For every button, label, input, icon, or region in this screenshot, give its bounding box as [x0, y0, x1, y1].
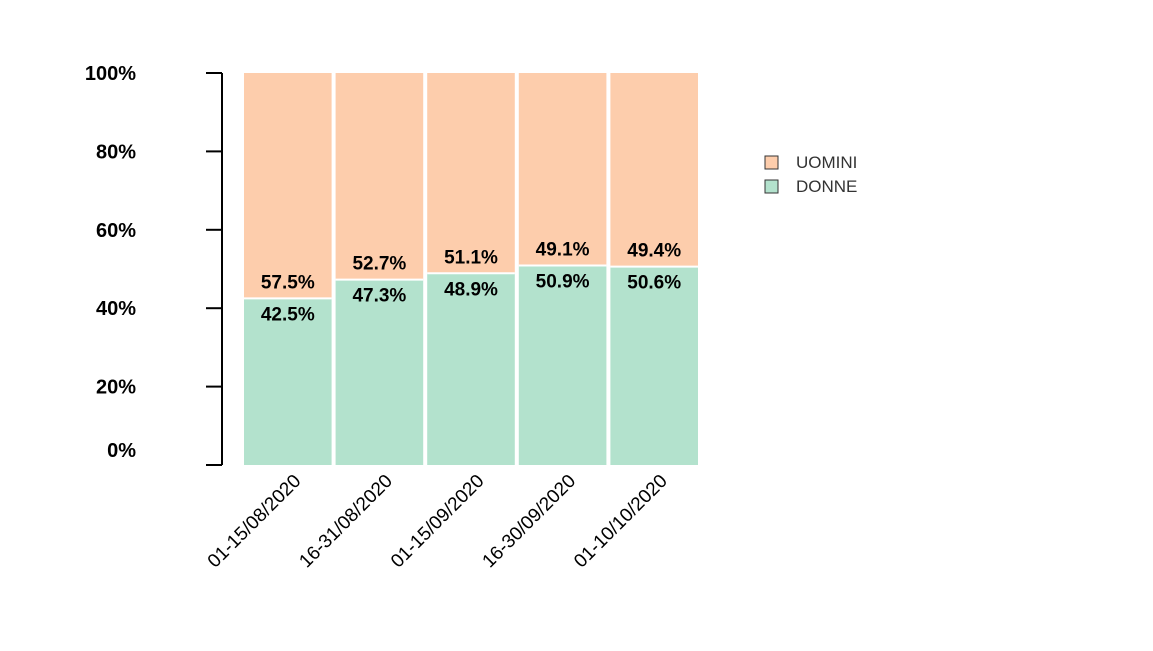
data-label-uomini: 52.7% — [352, 254, 406, 275]
y-tick-label: 100% — [85, 63, 136, 85]
legend-label: UOMINI — [796, 153, 857, 172]
y-tick-label: 60% — [96, 220, 136, 242]
data-label-uomini: 49.1% — [536, 239, 590, 260]
x-tick-label: 01-15/09/2020 — [387, 471, 489, 573]
data-label-donne: 50.6% — [627, 273, 681, 294]
bar-donne — [244, 298, 332, 465]
data-label-uomini: 57.5% — [261, 272, 315, 293]
data-labels: 57.5% 42.5% 52.7% 47.3% 51.1% 48.9% 49.1% 50.9%… — [261, 239, 681, 325]
bars — [244, 73, 698, 465]
bar-uomini — [335, 73, 424, 280]
data-label-uomini: 51.1% — [444, 247, 498, 268]
bar-uomini — [427, 73, 515, 274]
legend-label: DONNE — [796, 177, 857, 196]
x-tick-label: 16-31/08/2020 — [295, 471, 397, 573]
data-label-donne: 47.3% — [352, 286, 406, 307]
legend: UOMINI DONNE — [764, 153, 857, 196]
y-tick-label: 40% — [96, 298, 136, 320]
y-tick-label: 20% — [96, 377, 136, 399]
data-label-uomini: 49.4% — [627, 241, 681, 262]
bar-donne — [518, 265, 607, 465]
y-tick-label: 80% — [96, 141, 136, 163]
data-label-donne: 50.9% — [536, 271, 590, 292]
bar-uomini — [244, 73, 332, 299]
x-axis-labels: 01-15/08/202016-31/08/202001-15/09/20201… — [204, 471, 672, 573]
x-tick-label: 01-10/10/2020 — [570, 471, 672, 573]
legend-swatch — [764, 155, 779, 170]
y-tick-label: 0% — [107, 440, 136, 462]
data-label-donne: 48.9% — [444, 279, 498, 300]
x-tick-label: 16-30/09/2020 — [479, 471, 581, 573]
x-tick-label: 01-15/08/2020 — [204, 471, 306, 573]
bar-uomini — [610, 73, 698, 267]
bar-donne — [427, 273, 515, 465]
bar-donne — [335, 279, 424, 465]
bar-uomini — [518, 73, 607, 266]
bar-donne — [610, 266, 698, 465]
legend-swatch — [764, 179, 779, 194]
y-axis: 0% 20% 40% 60% 80% 100% — [85, 63, 223, 466]
data-label-donne: 42.5% — [261, 304, 315, 325]
